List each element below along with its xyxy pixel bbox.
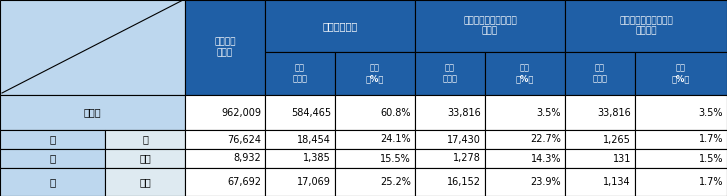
Bar bbox=[635, 149, 727, 168]
Text: 割合
（%）: 割合 （%） bbox=[366, 64, 384, 83]
Bar bbox=[335, 149, 415, 168]
Text: 14.3%: 14.3% bbox=[531, 153, 561, 163]
Bar bbox=[0, 149, 105, 168]
Text: 3.5%: 3.5% bbox=[699, 107, 723, 117]
Text: 22.7%: 22.7% bbox=[530, 134, 561, 144]
Text: 公立: 公立 bbox=[139, 153, 151, 163]
Text: 962,009: 962,009 bbox=[221, 107, 261, 117]
Bar bbox=[0, 168, 105, 196]
Text: 1.7%: 1.7% bbox=[699, 134, 723, 144]
Bar bbox=[0, 0, 185, 95]
Text: 23.9%: 23.9% bbox=[531, 177, 561, 187]
Bar bbox=[335, 168, 415, 196]
Text: 1.5%: 1.5% bbox=[699, 153, 723, 163]
Bar bbox=[635, 95, 727, 130]
Bar bbox=[485, 52, 565, 95]
Bar bbox=[105, 149, 185, 168]
Bar bbox=[485, 95, 565, 130]
Bar bbox=[565, 52, 635, 95]
Text: 584,465: 584,465 bbox=[291, 107, 331, 117]
Bar bbox=[265, 149, 335, 168]
Text: 24.1%: 24.1% bbox=[380, 134, 411, 144]
Text: 67,692: 67,692 bbox=[227, 177, 261, 187]
Text: 私立: 私立 bbox=[139, 177, 151, 187]
Text: 17,069: 17,069 bbox=[297, 177, 331, 187]
Text: 17,430: 17,430 bbox=[447, 134, 481, 144]
Text: 全日制: 全日制 bbox=[84, 107, 101, 117]
Bar bbox=[635, 168, 727, 196]
Text: 信: 信 bbox=[49, 153, 56, 163]
Bar bbox=[415, 149, 485, 168]
Text: 1.7%: 1.7% bbox=[699, 177, 723, 187]
Bar bbox=[415, 95, 485, 130]
Bar bbox=[185, 95, 265, 130]
Text: 卒業者数
（人）: 卒業者数 （人） bbox=[214, 38, 236, 57]
Bar bbox=[265, 52, 335, 95]
Text: 16,152: 16,152 bbox=[447, 177, 481, 187]
Text: 1,385: 1,385 bbox=[303, 153, 331, 163]
Bar bbox=[185, 130, 265, 149]
Bar bbox=[185, 0, 265, 95]
Bar bbox=[0, 130, 105, 149]
Bar bbox=[415, 52, 485, 95]
Text: 1,134: 1,134 bbox=[603, 177, 631, 187]
Text: 60.8%: 60.8% bbox=[380, 107, 411, 117]
Bar bbox=[265, 0, 415, 52]
Bar bbox=[0, 95, 185, 130]
Text: 制: 制 bbox=[49, 177, 56, 187]
Bar bbox=[265, 95, 335, 130]
Bar bbox=[185, 168, 265, 196]
Text: 33,816: 33,816 bbox=[447, 107, 481, 117]
Text: 計: 計 bbox=[142, 134, 148, 144]
Bar bbox=[415, 130, 485, 149]
Text: 専修学校（一般過程）
等入学者: 専修学校（一般過程） 等入学者 bbox=[619, 16, 673, 36]
Bar bbox=[565, 130, 635, 149]
Bar bbox=[185, 149, 265, 168]
Text: 3.5%: 3.5% bbox=[537, 107, 561, 117]
Bar bbox=[565, 168, 635, 196]
Bar bbox=[265, 168, 335, 196]
Bar bbox=[485, 168, 565, 196]
Bar bbox=[335, 130, 415, 149]
Text: 割合
（%）: 割合 （%） bbox=[516, 64, 534, 83]
Text: 1,278: 1,278 bbox=[453, 153, 481, 163]
Bar bbox=[105, 130, 185, 149]
Text: 25.2%: 25.2% bbox=[380, 177, 411, 187]
Bar bbox=[105, 168, 185, 196]
Bar bbox=[565, 149, 635, 168]
Bar bbox=[485, 149, 565, 168]
Bar bbox=[265, 130, 335, 149]
Text: 実数
（人）: 実数 （人） bbox=[593, 64, 608, 83]
Text: 割合
（%）: 割合 （%） bbox=[672, 64, 690, 83]
Bar bbox=[565, 0, 727, 52]
Bar bbox=[635, 130, 727, 149]
Bar bbox=[335, 95, 415, 130]
Text: 専修学校（専門課程）
進学者: 専修学校（専門課程） 進学者 bbox=[463, 16, 517, 36]
Text: 131: 131 bbox=[613, 153, 631, 163]
Text: 76,624: 76,624 bbox=[227, 134, 261, 144]
Bar bbox=[335, 52, 415, 95]
Text: 8,932: 8,932 bbox=[233, 153, 261, 163]
Text: 実数
（人）: 実数 （人） bbox=[443, 64, 457, 83]
Bar bbox=[415, 0, 565, 52]
Text: 1,265: 1,265 bbox=[603, 134, 631, 144]
Text: 実数
（人）: 実数 （人） bbox=[292, 64, 308, 83]
Text: 33,816: 33,816 bbox=[598, 107, 631, 117]
Bar bbox=[635, 52, 727, 95]
Text: 通: 通 bbox=[49, 134, 56, 144]
Text: 大学等進学者: 大学等進学者 bbox=[322, 21, 358, 31]
Text: 18,454: 18,454 bbox=[297, 134, 331, 144]
Bar bbox=[485, 130, 565, 149]
Bar bbox=[415, 168, 485, 196]
Text: 15.5%: 15.5% bbox=[380, 153, 411, 163]
Bar bbox=[565, 95, 635, 130]
